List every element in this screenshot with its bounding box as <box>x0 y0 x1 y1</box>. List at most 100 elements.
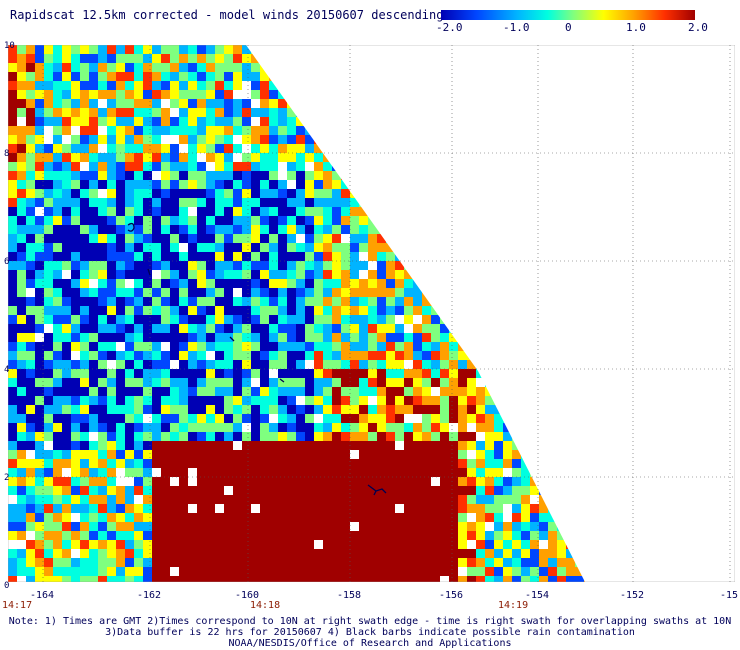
wind-cell <box>440 135 449 144</box>
wind-cell <box>476 558 485 567</box>
wind-cell <box>584 405 585 414</box>
wind-cell <box>296 54 305 63</box>
wind-cell <box>125 423 134 432</box>
wind-cell <box>386 522 395 531</box>
wind-cell <box>431 81 440 90</box>
wind-cell <box>305 576 314 582</box>
wind-cell <box>8 90 17 99</box>
wind-cell <box>287 432 296 441</box>
wind-cell <box>161 351 170 360</box>
wind-cell <box>116 81 125 90</box>
wind-cell <box>161 252 170 261</box>
wind-cell <box>512 225 521 234</box>
wind-cell <box>17 189 26 198</box>
wind-cell <box>26 315 35 324</box>
wind-cell <box>413 504 422 513</box>
wind-cell <box>197 468 206 477</box>
wind-cell <box>215 225 224 234</box>
wind-cell <box>107 522 116 531</box>
wind-cell <box>287 144 296 153</box>
wind-cell <box>539 171 548 180</box>
lon-tick: -164 <box>30 590 55 601</box>
wind-cell <box>224 351 233 360</box>
wind-cell <box>62 288 71 297</box>
wind-cell <box>197 81 206 90</box>
wind-cell <box>260 504 269 513</box>
wind-cell <box>224 396 233 405</box>
wind-cell <box>512 504 521 513</box>
wind-cell <box>584 369 585 378</box>
wind-cell <box>287 288 296 297</box>
wind-cell <box>440 540 449 549</box>
wind-cell <box>143 261 152 270</box>
colorbar <box>441 10 695 20</box>
wind-cell <box>413 243 422 252</box>
wind-cell <box>26 162 35 171</box>
wind-cell <box>413 117 422 126</box>
wind-cell <box>341 396 350 405</box>
wind-cell <box>89 297 98 306</box>
wind-cell <box>260 567 269 576</box>
wind-cell <box>17 531 26 540</box>
wind-cell <box>512 288 521 297</box>
wind-cell <box>539 396 548 405</box>
wind-cell <box>386 378 395 387</box>
wind-cell <box>422 459 431 468</box>
wind-cell <box>350 261 359 270</box>
wind-cell <box>593 468 602 477</box>
wind-cell <box>593 135 602 144</box>
wind-cell <box>404 99 413 108</box>
wind-cell <box>584 414 585 423</box>
wind-cell <box>260 459 269 468</box>
wind-cell <box>350 198 359 207</box>
wind-cell <box>17 351 26 360</box>
wind-cell <box>98 531 107 540</box>
wind-cell <box>188 261 197 270</box>
wind-cell <box>368 117 377 126</box>
wind-cell <box>350 477 359 486</box>
wind-cell <box>422 45 431 54</box>
wind-cell <box>341 450 350 459</box>
wind-cell <box>332 144 341 153</box>
wind-cell <box>170 504 179 513</box>
wind-cell <box>395 450 404 459</box>
wind-cell <box>485 216 494 225</box>
wind-cell <box>134 324 143 333</box>
wind-cell <box>404 432 413 441</box>
wind-cell <box>143 531 152 540</box>
wind-cell <box>548 459 557 468</box>
wind-cell <box>521 540 530 549</box>
wind-cell <box>161 414 170 423</box>
wind-cell <box>476 360 485 369</box>
wind-cell <box>179 297 188 306</box>
wind-cell <box>557 207 566 216</box>
wind-cell <box>521 432 530 441</box>
wind-cell <box>215 342 224 351</box>
wind-cell <box>323 207 332 216</box>
wind-cell <box>485 414 494 423</box>
wind-cell <box>143 144 152 153</box>
wind-cell <box>17 63 26 72</box>
wind-cell <box>8 477 17 486</box>
wind-cell <box>449 396 458 405</box>
wind-cell <box>17 450 26 459</box>
wind-cell <box>134 54 143 63</box>
wind-cell <box>584 531 585 540</box>
wind-cell <box>440 108 449 117</box>
wind-cell <box>548 558 557 567</box>
wind-cell <box>458 315 467 324</box>
wind-cell <box>8 45 17 54</box>
wind-cell <box>152 522 161 531</box>
wind-cell <box>458 441 467 450</box>
wind-cell <box>188 549 197 558</box>
wind-cell <box>359 108 368 117</box>
wind-cell <box>368 567 377 576</box>
wind-cell <box>404 225 413 234</box>
wind-cell <box>53 405 62 414</box>
wind-cell <box>44 225 53 234</box>
wind-cell <box>395 333 404 342</box>
wind-cell <box>53 63 62 72</box>
wind-cell <box>17 126 26 135</box>
wind-cell <box>287 495 296 504</box>
wind-cell <box>8 126 17 135</box>
